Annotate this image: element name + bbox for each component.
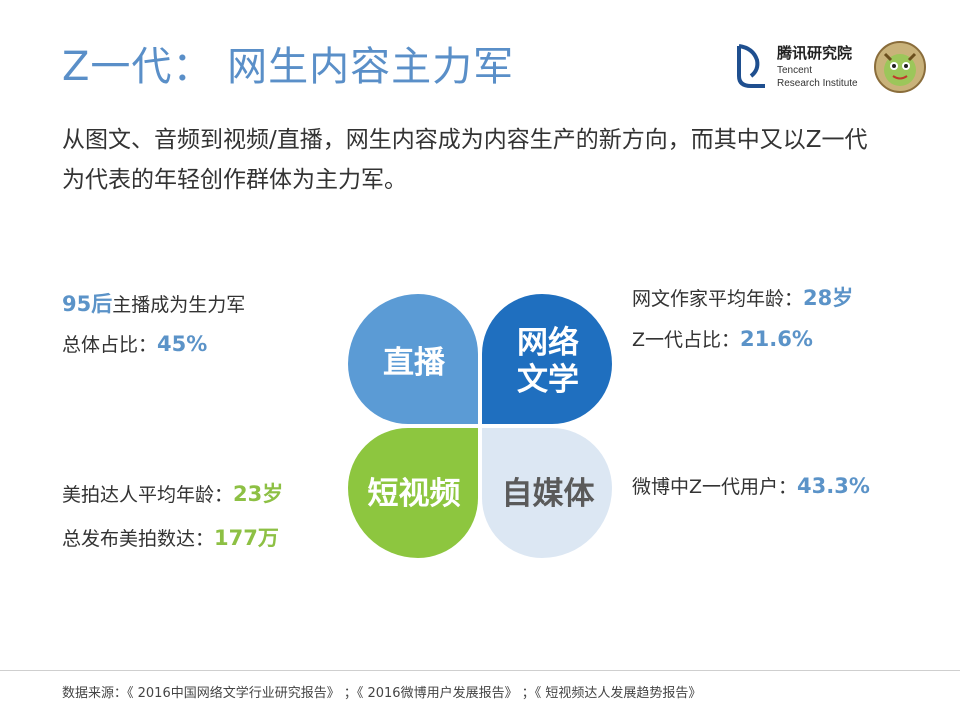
subtitle-line-1: 从图文、音频到视频/直播，网生内容成为内容生产的新方向，而其中又以Z一代	[62, 127, 868, 153]
logo-name-cn: 腾讯研究院	[777, 44, 853, 62]
literature-stat-line-1: 网文作家平均年龄：28岁	[632, 282, 853, 312]
meipai-age-value: 23岁	[233, 482, 284, 506]
mascot-icon	[874, 41, 926, 93]
live-share-value: 45%	[157, 332, 208, 356]
petal-short-video	[348, 428, 478, 558]
label-literature-line-2: 文学	[517, 362, 579, 398]
petal-self-media	[482, 428, 612, 558]
weibo-users-label: 微博中Z一代用户：	[632, 476, 798, 498]
subtitle: 从图文、音频到视频/直播，网生内容成为内容生产的新方向，而其中又以Z一代 为代表…	[62, 120, 922, 200]
data-source-footer: 数据来源：《 2016中国网络文学行业研究报告》 ；《 2016微博用户发展报告…	[62, 686, 702, 701]
label-self-media: 自媒体	[502, 476, 595, 512]
live-stat-text: 主播成为生力军	[112, 294, 246, 316]
meipai-posts-label: 总发布美拍数达：	[62, 528, 215, 550]
tencent-research-logo: 腾讯研究院 Tencent Research Institute	[731, 40, 931, 96]
page-title: Z一代： 网生内容主力军	[62, 44, 515, 90]
meipai-age-label: 美拍达人平均年龄：	[62, 484, 234, 506]
writer-share-label: Z一代占比：	[632, 329, 741, 351]
video-stat-line-2: 总发布美拍数达：177万	[62, 522, 279, 552]
weibo-users-value: 43.3%	[797, 474, 870, 498]
logo-name-en-line2: Research Institute	[777, 78, 858, 89]
content-types-clover: 直播 网络 文学 短视频 自媒体	[348, 294, 612, 558]
tencent-q-logo-icon	[737, 44, 765, 88]
writer-age-label: 网文作家平均年龄：	[632, 288, 804, 310]
label-live: 直播	[383, 345, 446, 381]
petal-literature	[482, 294, 612, 424]
literature-stat-line-2: Z一代占比：21.6%	[632, 325, 813, 352]
label-literature-line-1: 网络	[517, 325, 579, 361]
writer-age-value: 28岁	[803, 286, 854, 310]
weibo-stat-line-1: 微博中Z一代用户：43.3%	[632, 472, 870, 499]
label-short-video: 短视频	[368, 476, 461, 512]
live-stat-line-2: 总体占比：45%	[62, 330, 207, 357]
live-age-group: 95后	[62, 292, 113, 316]
video-stat-line-1: 美拍达人平均年龄：23岁	[62, 478, 283, 508]
logo-name-en-line1: Tencent	[777, 65, 813, 76]
live-stat-line-1: 95后主播成为生力军	[62, 288, 245, 318]
meipai-posts-value: 177万	[214, 526, 279, 550]
live-share-label: 总体占比：	[62, 334, 158, 356]
petal-live	[348, 294, 478, 424]
subtitle-line-2: 为代表的年轻创作群体为主力军。	[62, 167, 407, 193]
writer-share-value: 21.6%	[740, 327, 813, 351]
footer-divider	[0, 670, 960, 671]
